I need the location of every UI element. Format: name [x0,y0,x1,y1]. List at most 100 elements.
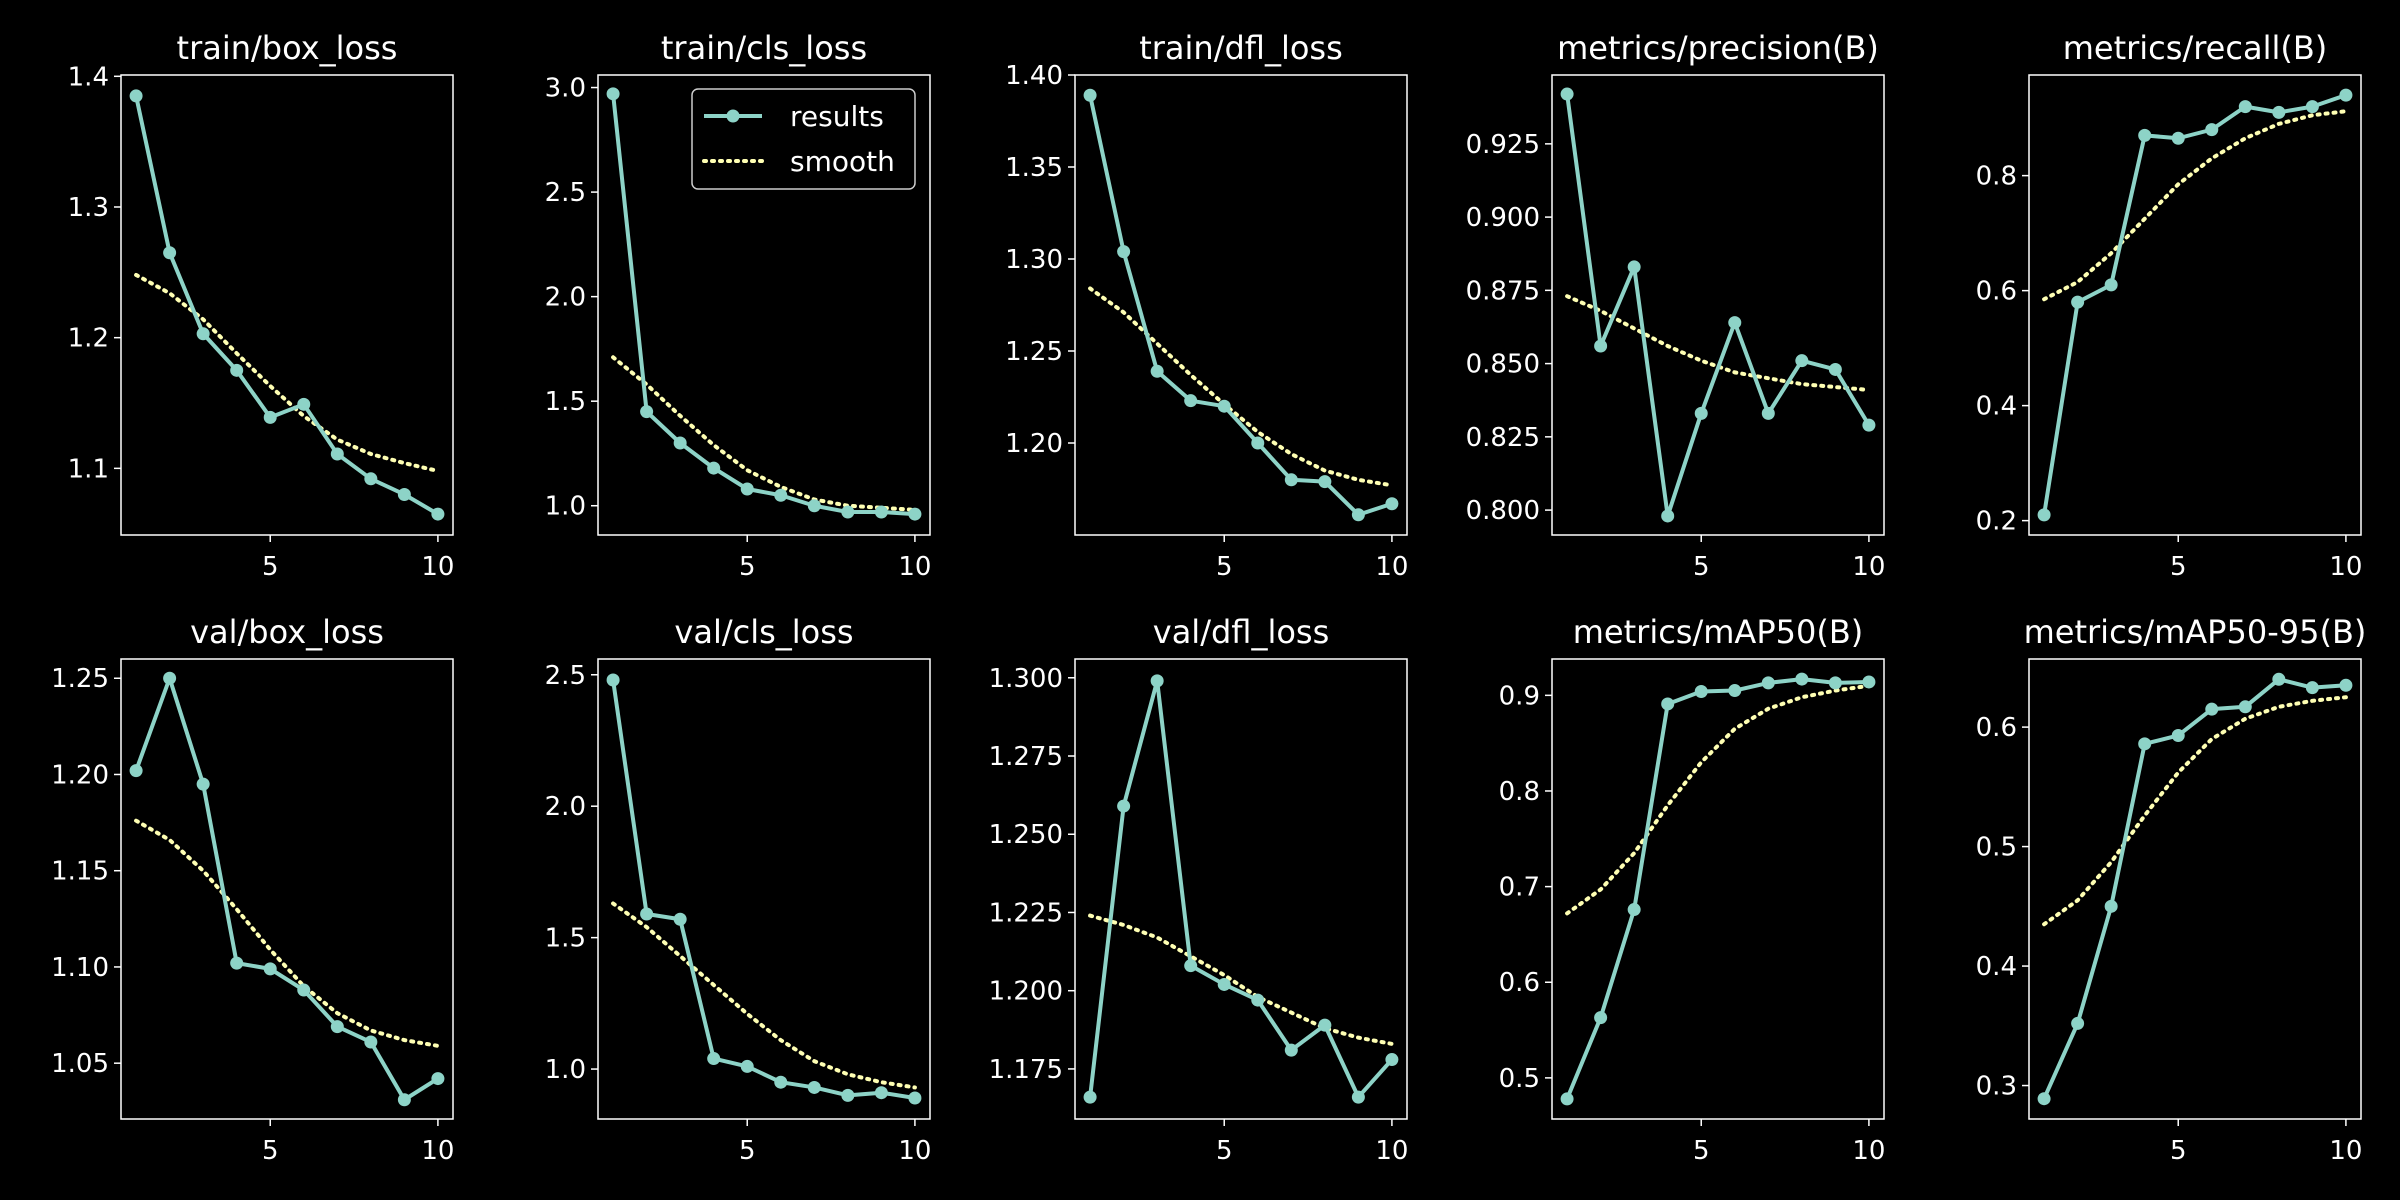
plot-frame [2028,74,2362,536]
x-tick-label: 10 [2329,1136,2362,1166]
smooth-line [2042,695,2348,927]
x-tick-label: 10 [1375,552,1408,582]
x-tick-label: 5 [2170,552,2187,582]
results-line [134,676,439,1102]
y-tick-label: 0.800 [1466,496,1540,526]
subplot-3: train/dfl_loss 1.20 1.25 1.30 1.35 1.40 5 10 [1005,29,1408,582]
results-point [1594,339,1608,353]
results-line [1565,93,1871,518]
y-tick-label: 0.8 [1976,162,2017,192]
y-tick-label: 0.4 [1976,952,2017,982]
results-point [707,1052,721,1066]
results-point [263,410,277,424]
subplot-4: metrics/precision(B) 0.800 0.825 0.850 0.875… [1466,29,1886,582]
results-point [640,907,654,921]
y-tick-label: 0.5 [1499,1064,1540,1094]
y-tick-label: 0.5 [1976,833,2017,863]
y-tick-label: 1.30 [1005,245,1063,275]
results-point [2138,737,2152,751]
y-tick-label: 0.925 [1466,130,1540,160]
results-point [364,472,378,486]
results-point [2305,681,2319,695]
results-point [2205,123,2219,137]
results-point [1351,508,1365,522]
smooth-line [2042,109,2348,302]
results-line [1565,677,1869,1100]
results-point [1594,1011,1608,1025]
results-point [2104,278,2118,292]
subplot-5: metrics/recall(B) 0.2 0.4 0.6 0.8 5 10 [1976,29,2363,582]
results-point [606,673,620,687]
y-tick-label: 1.275 [989,742,1063,772]
subplot-2: train/cls_loss 1.0 1.5 2.0 2.5 3.0 5 10 [545,29,932,582]
y-tick-label: 1.2 [68,324,109,354]
results-point [129,89,143,103]
y-tick-label: 2.0 [545,283,586,313]
legend-results-marker [726,109,740,123]
x-tick-label: 5 [262,552,279,582]
plot-frame [120,658,454,1120]
y-tick-label: 0.4 [1976,392,2017,422]
results-point [196,777,210,791]
results-point [1862,418,1876,432]
results-point [1694,685,1708,699]
results-point [908,1091,922,1105]
results-point [874,505,888,519]
smooth-line [1088,286,1394,488]
results-point [1318,1018,1332,1032]
subplot-title: train/cls_loss [661,29,867,67]
results-point [1284,1043,1298,1057]
x-tick-label: 5 [1216,1136,1233,1166]
results-point [1217,977,1231,991]
results-point [1385,1053,1399,1067]
y-tick-label: 0.875 [1466,276,1540,306]
results-line [134,95,439,516]
results-point [230,363,244,377]
results-point [1761,676,1775,690]
x-tick-label: 10 [1852,1136,1885,1166]
results-point [1083,1090,1097,1104]
subplot-7: val/cls_loss 1.0 1.5 2.0 2.5 5 10 [545,613,932,1166]
results-point [908,507,922,521]
plot-frame [1074,74,1408,536]
subplot-9: metrics/mAP50(B) 0.5 0.6 0.7 0.8 0.9 5 10 [1499,613,1886,1166]
results-line [1088,678,1394,1100]
results-point [707,461,721,475]
results-point [2305,100,2319,114]
results-line [611,679,916,1100]
y-tick-label: 0.8 [1499,777,1540,807]
results-point [1318,475,1332,489]
y-tick-label: 1.05 [51,1049,109,1079]
smooth-line [134,818,440,1048]
results-point [297,397,311,411]
y-tick-label: 1.1 [68,454,109,484]
x-tick-label: 10 [898,552,931,582]
smooth-line [611,355,917,512]
subplot-title: val/dfl_loss [1153,613,1330,651]
results-point [2037,508,2051,522]
x-tick-label: 10 [1852,552,1885,582]
results-point [2339,88,2353,102]
results-point [2238,100,2252,114]
results-point [1385,497,1399,511]
y-tick-label: 3.0 [545,74,586,104]
results-point [1083,88,1097,102]
results-point [163,671,177,685]
results-point [2104,899,2118,913]
results-point [230,956,244,970]
results-point [673,436,687,450]
x-tick-label: 10 [421,1136,454,1166]
results-point [2238,700,2252,714]
results-point [1661,509,1675,523]
y-tick-label: 1.175 [989,1055,1063,1085]
plot-frame [1551,74,1885,536]
results-point [263,962,277,976]
results-point [1150,364,1164,378]
results-point [807,499,821,513]
results-point [1284,473,1298,487]
plot-frame [1074,658,1408,1120]
x-tick-label: 10 [1375,1136,1408,1166]
y-tick-label: 1.15 [51,857,109,887]
y-tick-label: 0.6 [1499,968,1540,998]
x-tick-label: 5 [1693,1136,1710,1166]
